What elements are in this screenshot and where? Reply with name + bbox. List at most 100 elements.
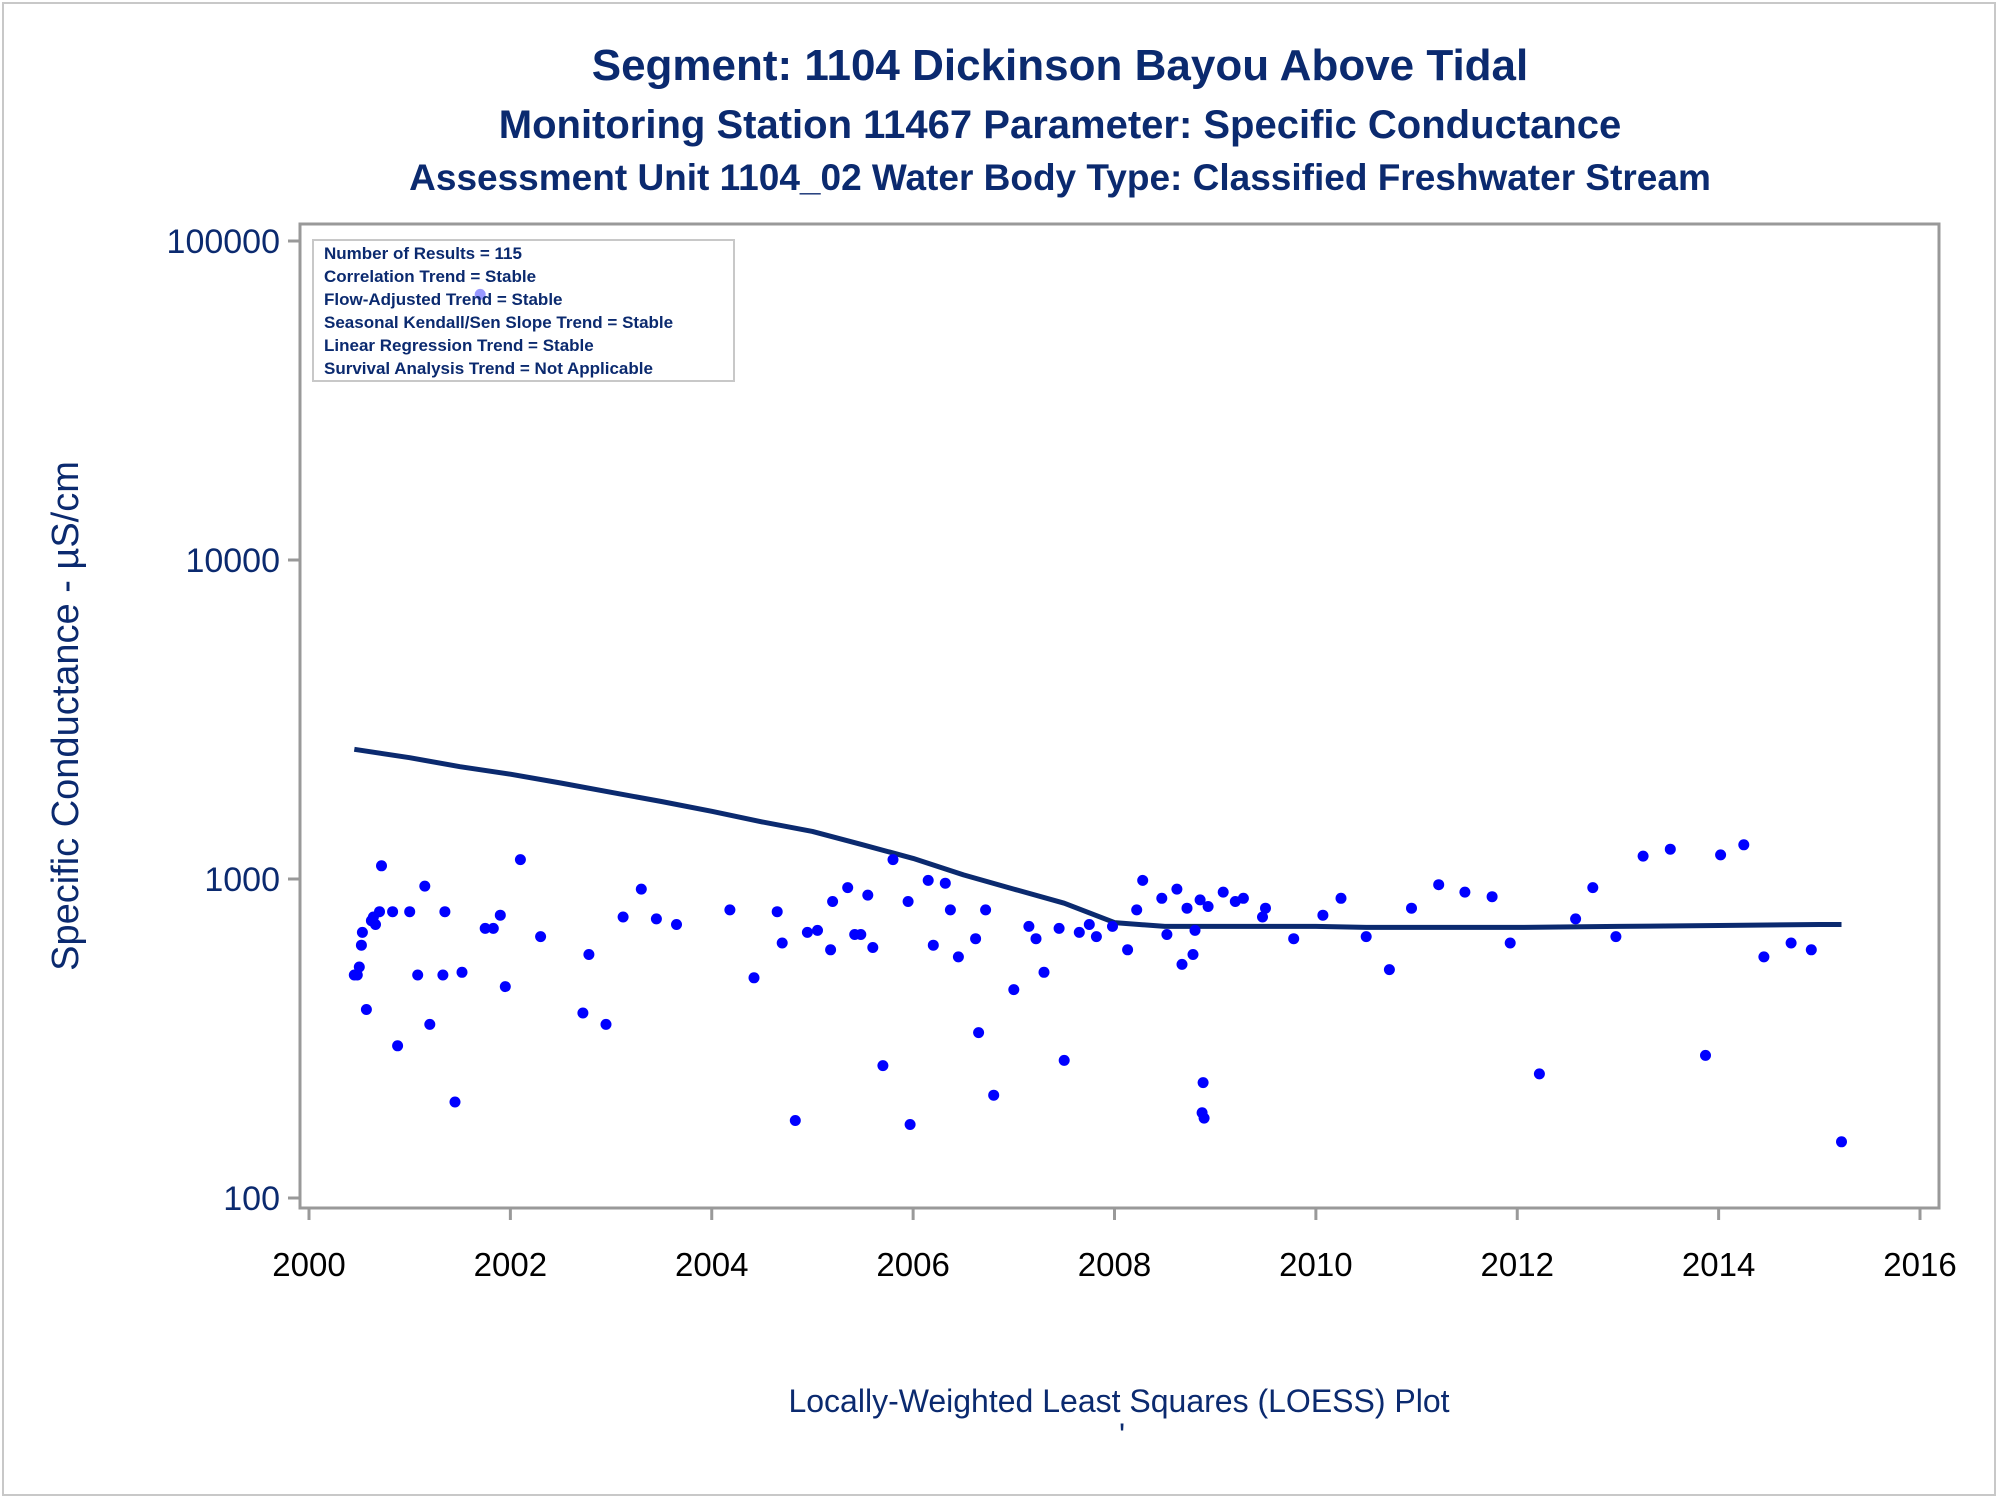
- data-point: [1156, 892, 1168, 904]
- data-point: [374, 906, 385, 918]
- data-point: [867, 942, 879, 953]
- data-point: [404, 906, 416, 918]
- data-point: [387, 906, 399, 918]
- data-point: [437, 969, 449, 981]
- x-axis-label: Locally-Weighted Least Squares (LOESS) P…: [788, 1383, 1449, 1419]
- x-tick-label: 2012: [1481, 1246, 1554, 1283]
- data-point: [1738, 839, 1750, 851]
- data-point: [617, 911, 629, 923]
- x-tick-label: 2016: [1883, 1246, 1956, 1283]
- data-point: [748, 972, 760, 984]
- stat-results: Number of Results = 115: [324, 244, 522, 263]
- x-tick-label: 2000: [272, 1246, 345, 1283]
- y-tick-label: 100: [223, 1180, 280, 1218]
- data-point: [635, 883, 647, 895]
- data-point: [370, 919, 381, 930]
- stat-survival: Survival Analysis Trend = Not Applicable: [324, 359, 653, 378]
- data-point: [1053, 922, 1065, 934]
- stat-flow-adjusted: Flow-Adjusted Trend = Stable: [324, 290, 563, 309]
- data-point: [1197, 1077, 1209, 1089]
- data-point: [360, 1004, 372, 1015]
- data-point: [494, 909, 506, 921]
- data-point: [424, 1018, 436, 1030]
- data-point: [1257, 911, 1268, 923]
- data-point: [412, 969, 424, 981]
- data-point: [376, 860, 387, 872]
- chart-subtitle: Monitoring Station 11467 Parameter: Spec…: [499, 103, 1622, 147]
- data-point: [801, 926, 813, 938]
- data-point: [1107, 920, 1118, 932]
- stats-box: Number of Results = 115 Correlation Tren…: [312, 239, 735, 382]
- data-point: [1194, 894, 1206, 906]
- loess-line: [353, 746, 1842, 930]
- data-point: [499, 981, 511, 993]
- data-point: [535, 931, 547, 943]
- data-point: [973, 1027, 985, 1039]
- data-point: [449, 1096, 461, 1108]
- data-point: [1664, 843, 1676, 855]
- data-point: [988, 1089, 1000, 1101]
- data-point: [939, 877, 951, 889]
- data-point: [1122, 944, 1134, 956]
- data-point: [600, 1018, 612, 1030]
- data-point: [583, 949, 595, 960]
- y-axis-label: Specific Conductance - µS/cm: [45, 461, 87, 971]
- data-point: [650, 913, 662, 925]
- data-point: [1587, 882, 1599, 894]
- data-point: [1189, 924, 1201, 936]
- data-point: [456, 966, 468, 978]
- data-point: [392, 1040, 404, 1052]
- x-tick-label: 2010: [1279, 1246, 1352, 1283]
- data-point: [1137, 874, 1149, 886]
- data-point: [1785, 937, 1797, 949]
- data-point: [902, 896, 914, 907]
- data-point: [487, 922, 499, 934]
- stat-seasonal-kendall: Seasonal Kendall/Sen Slope Trend = Stabl…: [324, 313, 673, 332]
- x-tick-label: 2004: [675, 1246, 748, 1283]
- data-point: [944, 904, 956, 916]
- data-point: [1202, 901, 1214, 912]
- data-point: [812, 924, 823, 936]
- data-point: [1288, 933, 1300, 945]
- data-point: [1836, 1136, 1847, 1148]
- data-point: [877, 1060, 889, 1072]
- data-point: [1217, 886, 1229, 898]
- data-point: [1406, 902, 1417, 914]
- x-tick-label: 2014: [1682, 1246, 1755, 1283]
- data-point: [1383, 964, 1395, 976]
- y-tick-label: 100000: [167, 223, 280, 261]
- y-tick-label: 1000: [204, 861, 280, 899]
- data-point: [1805, 944, 1817, 956]
- data-point: [1433, 879, 1445, 891]
- data-point: [1171, 883, 1183, 895]
- data-point: [439, 906, 451, 918]
- chart-title: Segment: 1104 Dickinson Bayou Above Tida…: [592, 41, 1529, 90]
- footer-mark: ': [1119, 1417, 1125, 1453]
- data-point: [1008, 984, 1020, 996]
- data-point: [1187, 949, 1199, 960]
- x-tick-label: 2006: [876, 1246, 949, 1283]
- data-point: [887, 854, 899, 866]
- data-point: [419, 880, 431, 892]
- data-point: [1317, 909, 1329, 921]
- x-axis: 2000 2002 2004 2006 2008 2010 2012 2014 2016: [272, 1208, 1957, 1283]
- stats-box-border: [312, 239, 735, 382]
- data-point: [1335, 892, 1347, 904]
- data-point: [1459, 886, 1471, 898]
- data-point: [1610, 931, 1622, 943]
- data-point: [970, 933, 982, 945]
- data-point: [671, 919, 682, 930]
- data-point: [1083, 919, 1095, 930]
- data-point: [1038, 966, 1050, 978]
- data-point: [1570, 913, 1582, 925]
- data-point: [776, 937, 788, 949]
- data-point: [922, 874, 934, 886]
- data-point: [1073, 926, 1085, 938]
- y-axis: 100 1000 10000 100000: [167, 223, 300, 1218]
- data-point: [980, 904, 992, 916]
- data-point: [355, 939, 367, 951]
- data-point: [1504, 937, 1516, 949]
- data-point: [1360, 931, 1372, 943]
- data-point: [353, 961, 365, 973]
